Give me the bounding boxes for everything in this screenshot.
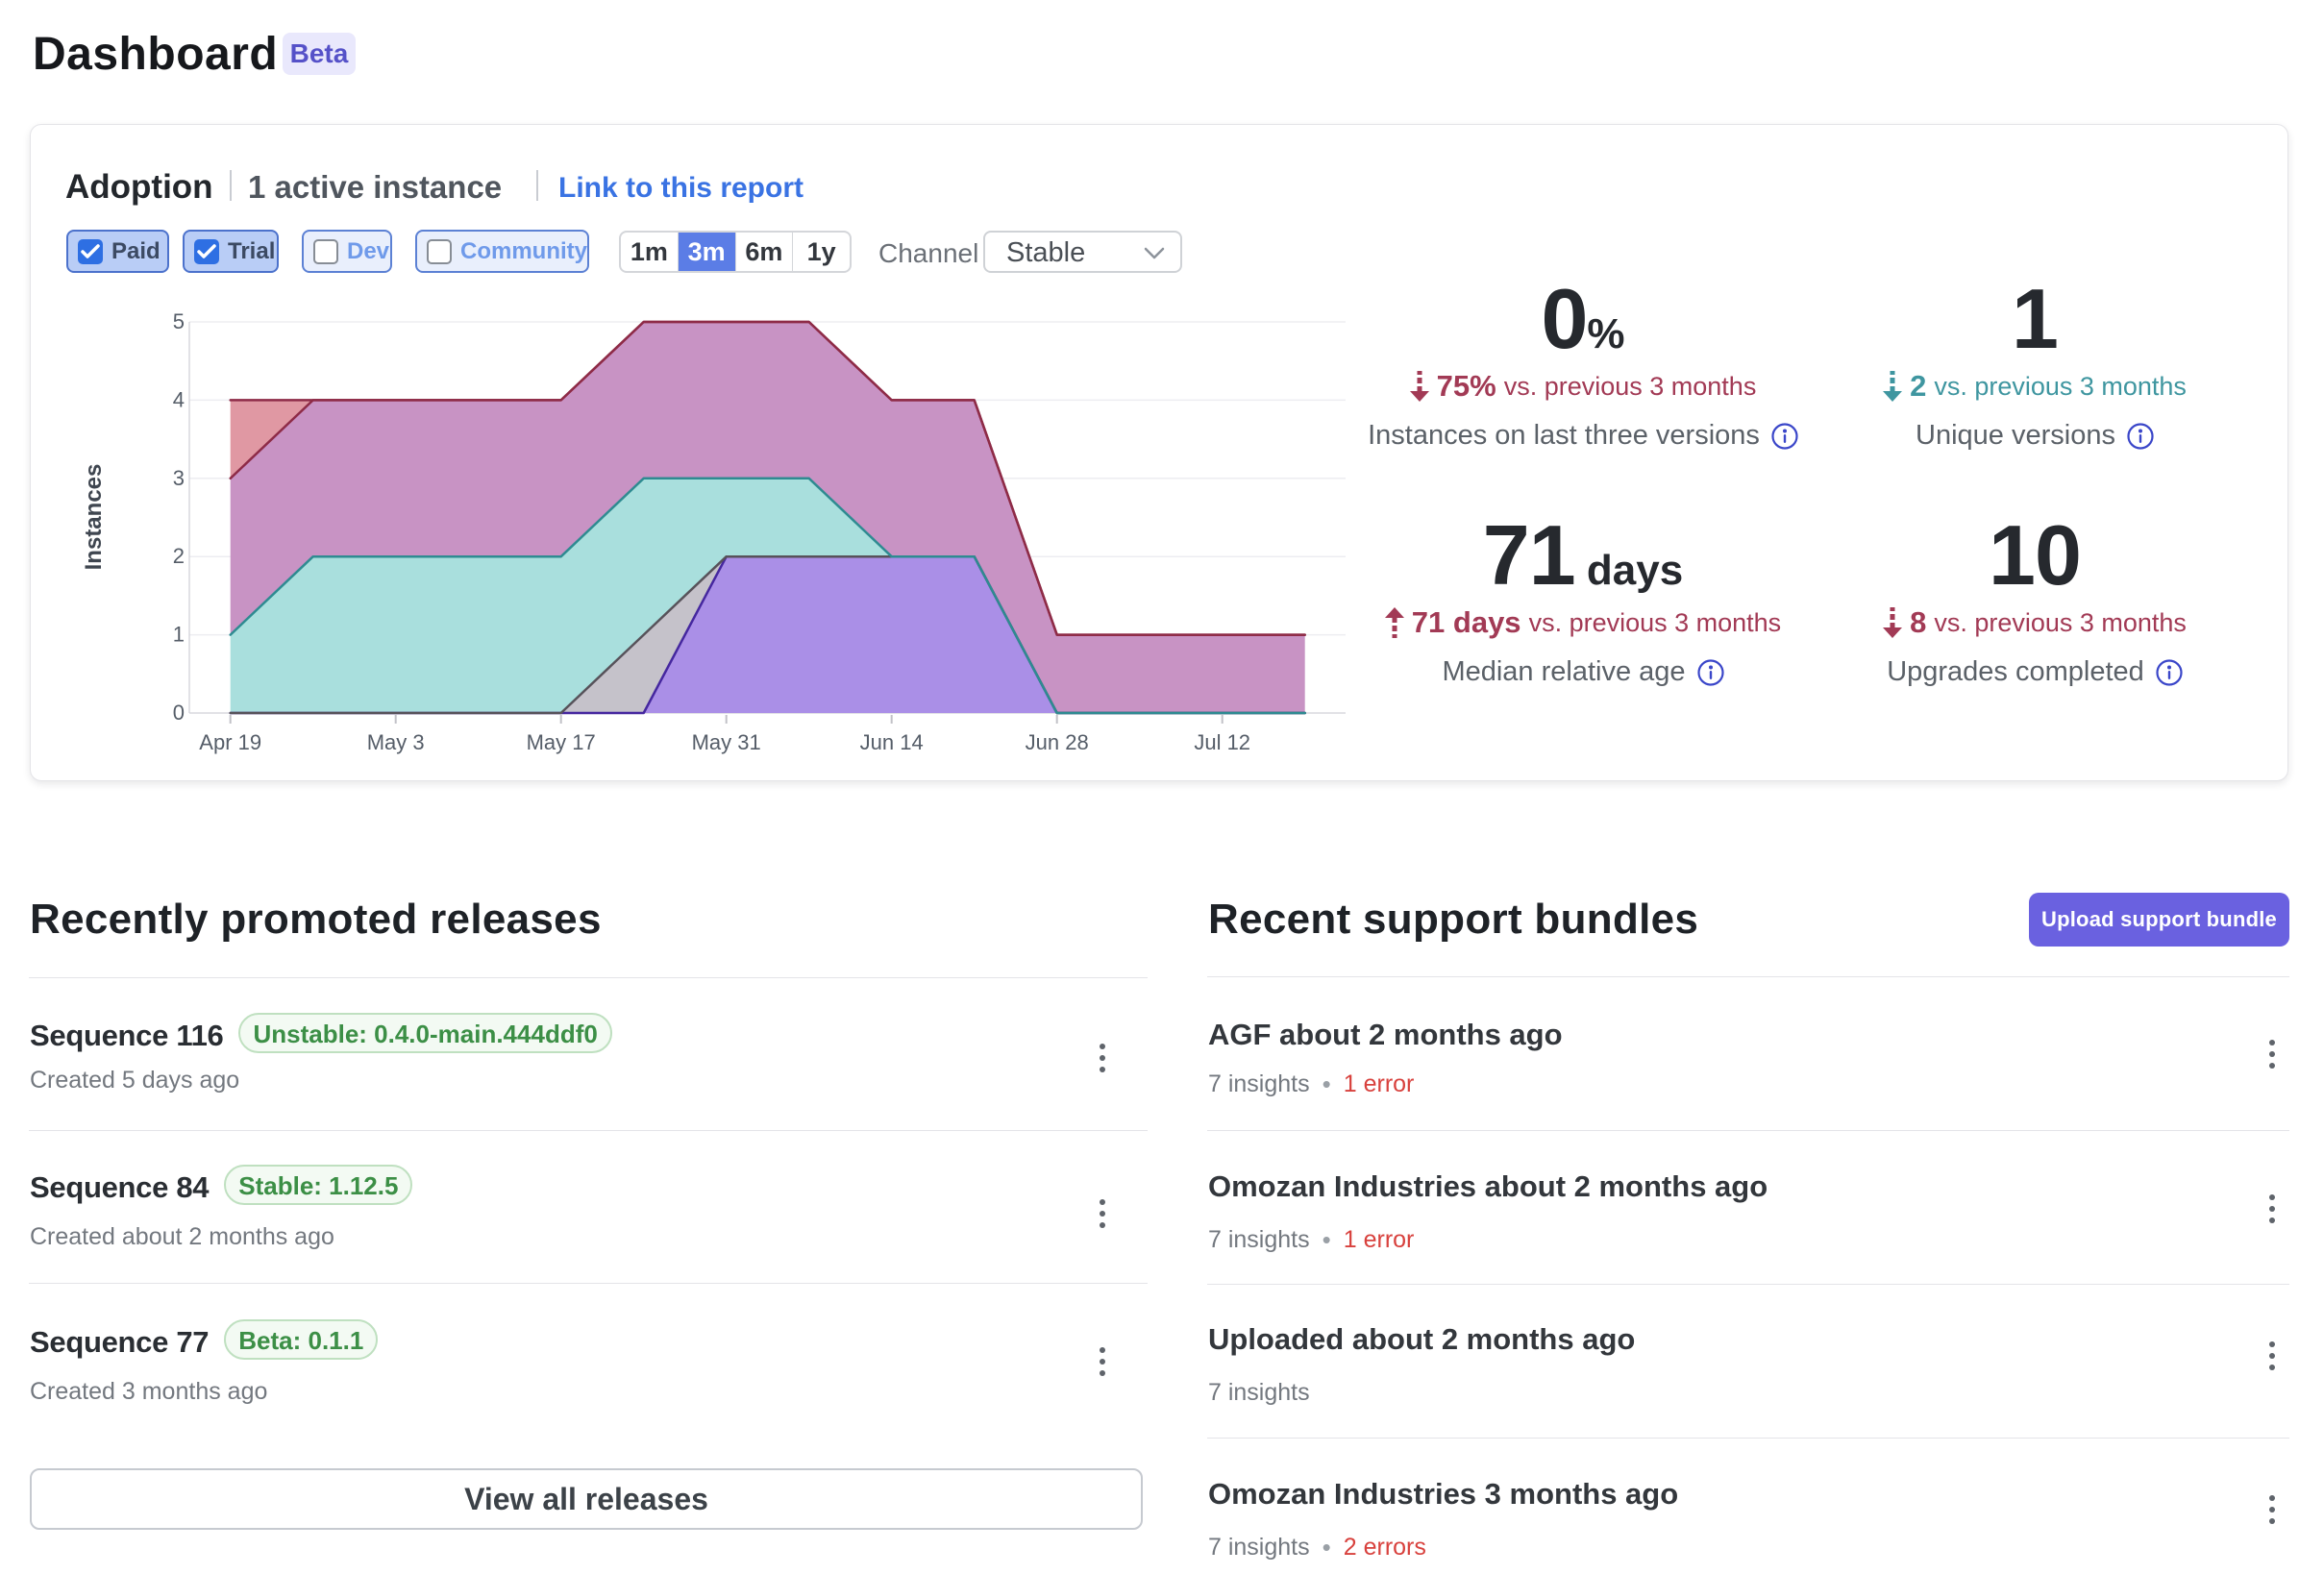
svg-text:2: 2 bbox=[173, 544, 185, 568]
svg-text:Jul 12: Jul 12 bbox=[1194, 730, 1250, 754]
svg-text:Jun 14: Jun 14 bbox=[860, 730, 924, 754]
svg-text:Apr 19: Apr 19 bbox=[199, 730, 261, 754]
svg-text:Instances: Instances bbox=[81, 464, 107, 571]
svg-text:May 17: May 17 bbox=[527, 730, 596, 754]
svg-text:May 31: May 31 bbox=[692, 730, 761, 754]
svg-text:4: 4 bbox=[173, 387, 185, 411]
svg-text:5: 5 bbox=[173, 309, 185, 333]
svg-text:May 3: May 3 bbox=[367, 730, 425, 754]
svg-text:Jun 28: Jun 28 bbox=[1026, 730, 1089, 754]
svg-text:3: 3 bbox=[173, 466, 185, 490]
svg-text:1: 1 bbox=[173, 623, 185, 647]
svg-text:0: 0 bbox=[173, 701, 185, 725]
